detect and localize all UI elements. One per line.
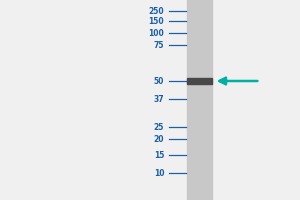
Text: 100: 100	[148, 28, 164, 38]
Text: 250: 250	[148, 6, 164, 16]
Text: 20: 20	[154, 134, 164, 144]
Bar	[187, 78, 212, 84]
Text: 25: 25	[154, 122, 164, 132]
Text: 75: 75	[154, 40, 164, 49]
Text: 10: 10	[154, 168, 164, 178]
Text: 15: 15	[154, 151, 164, 160]
Text: 50: 50	[154, 76, 164, 86]
Text: 150: 150	[148, 17, 164, 25]
Bar	[187, 0, 212, 200]
Text: 37: 37	[154, 95, 164, 104]
